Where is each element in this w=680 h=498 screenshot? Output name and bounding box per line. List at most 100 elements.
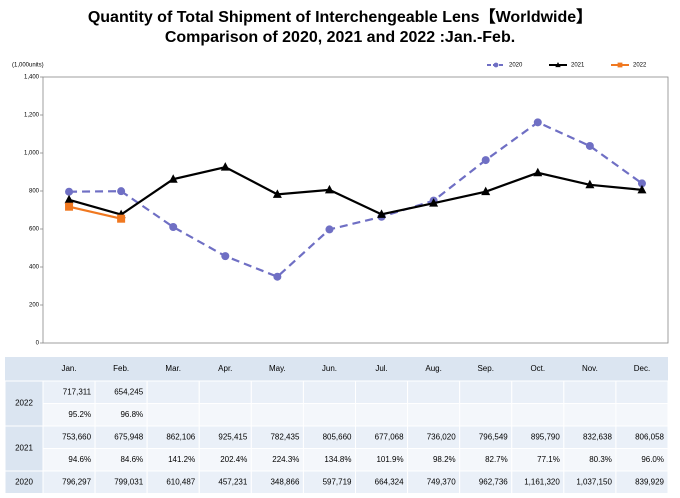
y-tick-label: 1,200: [24, 113, 40, 119]
legend-marker: [617, 62, 623, 68]
legend-label: 2021: [571, 63, 585, 69]
y-tick-label: 200: [29, 303, 40, 309]
y-tick-label: 1,000: [24, 151, 40, 157]
chart-subtitle: Comparison of 2020, 2021 and 2022 :Jan.-…: [165, 29, 515, 46]
cell-bg: [407, 380, 461, 404]
cell-bg: [250, 403, 304, 427]
cell-text: 925,415: [218, 432, 247, 441]
y-tick-label: 600: [29, 227, 40, 233]
cell-text: 962,736: [479, 477, 508, 486]
row-label: 2022: [15, 399, 33, 408]
cell-text: 141.2%: [168, 455, 195, 464]
point: [65, 202, 74, 211]
table-header: Dec.: [634, 364, 650, 373]
cell-text: 80.3%: [589, 455, 612, 464]
cell-text: 610,487: [166, 477, 195, 486]
cell-text: 224.3%: [272, 455, 299, 464]
cell-bg: [250, 380, 304, 404]
cell-bg: [407, 403, 461, 427]
cell-text: 1,161,320: [524, 477, 560, 486]
plot-frame: [42, 76, 669, 344]
cell-text: 664,324: [375, 477, 404, 486]
table-header-bg: [5, 357, 668, 381]
table-header: Oct.: [530, 364, 545, 373]
table-header: Feb.: [113, 364, 129, 373]
cell-text: 654,245: [114, 387, 143, 396]
cell-bg: [563, 403, 617, 427]
point: [481, 186, 491, 196]
cell-text: 753,660: [62, 432, 91, 441]
y-tick-label: 1,400: [24, 75, 40, 81]
cell-bg: [615, 403, 669, 427]
table-header: Sep.: [477, 364, 493, 373]
cell-text: 82.7%: [485, 455, 508, 464]
cell-bg: [355, 380, 409, 404]
cell-text: 96.0%: [641, 455, 664, 464]
point: [221, 252, 230, 261]
cell-bg: [198, 380, 252, 404]
legend-marker: [493, 62, 499, 68]
cell-text: 134.8%: [324, 455, 351, 464]
cell-text: 782,435: [270, 432, 299, 441]
cell-text: 96.8%: [120, 410, 143, 419]
series-line: [68, 166, 643, 216]
point: [377, 209, 387, 218]
point: [324, 184, 334, 194]
cell-text: 1,037,150: [576, 477, 612, 486]
cell-text: 77.1%: [537, 455, 560, 464]
cell-text: 677,068: [375, 432, 404, 441]
cell-bg: [198, 403, 252, 427]
cell-bg: [146, 380, 200, 404]
cell-bg: [615, 380, 669, 404]
row-label: 2021: [15, 444, 33, 453]
cell-bg: [355, 403, 409, 427]
cell-bg: [563, 380, 617, 404]
cell-text: 736,020: [427, 432, 456, 441]
table-header: Mar.: [165, 364, 181, 373]
legend-marker: [555, 62, 561, 68]
cell-text: 806,058: [635, 432, 664, 441]
point: [429, 198, 439, 207]
table-header: Aug.: [425, 364, 441, 373]
cell-text: 202.4%: [220, 455, 247, 464]
point: [64, 194, 74, 204]
table-header: Jan.: [61, 364, 76, 373]
cell-text: 84.6%: [120, 455, 143, 464]
cell-text: 839,929: [635, 477, 664, 486]
cell-text: 862,106: [166, 432, 195, 441]
table-header: Jul.: [375, 364, 387, 373]
table-header: May.: [269, 364, 286, 373]
cell-text: 348,866: [270, 477, 299, 486]
row-label: 2020: [15, 477, 33, 486]
cell-bg: [615, 470, 669, 494]
point: [637, 184, 647, 194]
point: [481, 156, 490, 165]
cell-bg: [511, 403, 565, 427]
y-tick-label: 800: [29, 189, 40, 195]
point: [273, 272, 282, 281]
cell-text: 457,231: [218, 477, 247, 486]
point: [272, 189, 282, 198]
table-header: Apr.: [218, 364, 232, 373]
cell-text: 799,031: [114, 477, 143, 486]
legend-label: 2022: [633, 63, 647, 69]
point: [325, 225, 334, 234]
table-header: Jun.: [322, 364, 337, 373]
legend-label: 2020: [509, 63, 523, 69]
cell-text: 895,790: [531, 432, 560, 441]
cell-text: 805,660: [323, 432, 352, 441]
cell-bg: [146, 403, 200, 427]
table-header: Nov.: [582, 364, 598, 373]
cell-bg: [459, 403, 513, 427]
cell-text: 717,311: [63, 387, 92, 396]
point: [65, 187, 74, 196]
cell-bg: [459, 380, 513, 404]
point: [168, 174, 178, 183]
point: [637, 179, 646, 188]
cell-bg: [302, 403, 356, 427]
point: [169, 223, 178, 232]
point: [117, 214, 126, 223]
series-line: [68, 205, 122, 220]
cell-text: 796,297: [62, 477, 91, 486]
